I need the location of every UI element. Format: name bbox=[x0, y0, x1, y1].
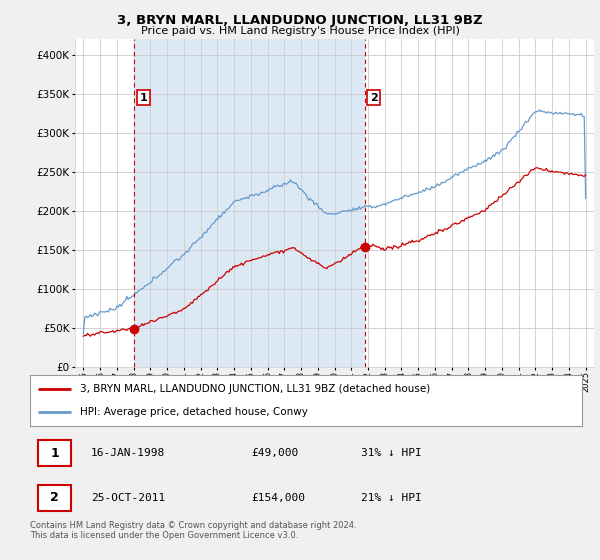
Text: 2: 2 bbox=[370, 93, 377, 102]
Text: £154,000: £154,000 bbox=[251, 493, 305, 503]
Text: Contains HM Land Registry data © Crown copyright and database right 2024.
This d: Contains HM Land Registry data © Crown c… bbox=[30, 521, 356, 540]
Text: 31% ↓ HPI: 31% ↓ HPI bbox=[361, 448, 422, 458]
Text: Price paid vs. HM Land Registry's House Price Index (HPI): Price paid vs. HM Land Registry's House … bbox=[140, 26, 460, 36]
Text: 16-JAN-1998: 16-JAN-1998 bbox=[91, 448, 165, 458]
Bar bbox=[134, 39, 365, 367]
Text: 21% ↓ HPI: 21% ↓ HPI bbox=[361, 493, 422, 503]
Text: 1: 1 bbox=[139, 93, 147, 102]
FancyBboxPatch shape bbox=[38, 440, 71, 466]
Text: 3, BRYN MARL, LLANDUDNO JUNCTION, LL31 9BZ: 3, BRYN MARL, LLANDUDNO JUNCTION, LL31 9… bbox=[117, 14, 483, 27]
Text: 3, BRYN MARL, LLANDUDNO JUNCTION, LL31 9BZ (detached house): 3, BRYN MARL, LLANDUDNO JUNCTION, LL31 9… bbox=[80, 384, 430, 394]
Text: £49,000: £49,000 bbox=[251, 448, 298, 458]
Text: HPI: Average price, detached house, Conwy: HPI: Average price, detached house, Conw… bbox=[80, 407, 308, 417]
Text: 25-OCT-2011: 25-OCT-2011 bbox=[91, 493, 165, 503]
Text: 2: 2 bbox=[50, 491, 59, 505]
FancyBboxPatch shape bbox=[38, 485, 71, 511]
Text: 1: 1 bbox=[50, 446, 59, 460]
